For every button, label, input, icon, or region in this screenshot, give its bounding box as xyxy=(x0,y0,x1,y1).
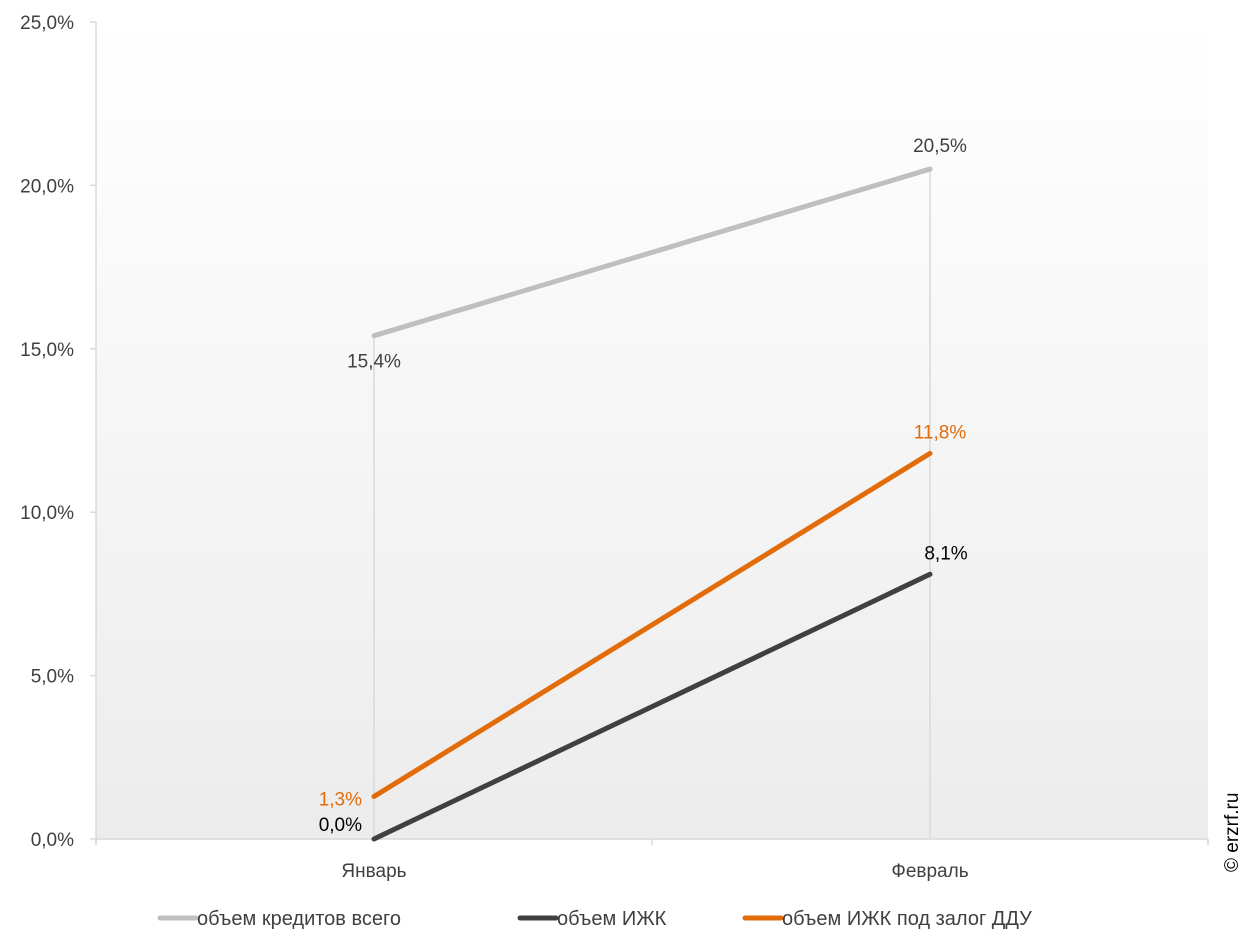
series-line xyxy=(371,166,933,339)
y-tick-label: 5,0% xyxy=(31,667,74,688)
drop-lines xyxy=(373,169,931,839)
series-line xyxy=(371,450,933,800)
series-line xyxy=(371,571,933,842)
legend: объем кредитов всего объем ИЖК объем ИЖК п… xyxy=(157,908,1032,930)
data-label: 20,5% xyxy=(913,136,967,157)
axes: 0,0% 5,0% 10,0% 15,0% 20,0% 25,0% Январь Феврал… xyxy=(20,13,1209,882)
plot-area-background xyxy=(96,22,1208,839)
watermark: © erzrf.ru xyxy=(1222,793,1243,872)
legend-label: объем ИЖК под залог ДДУ xyxy=(782,908,1032,930)
data-label: 15,4% xyxy=(347,352,401,373)
y-tick-label: 25,0% xyxy=(20,13,74,34)
legend-label: объем ИЖК xyxy=(557,908,667,930)
data-label: 8,1% xyxy=(924,543,967,564)
series-lines xyxy=(371,166,933,842)
y-tick-label: 0,0% xyxy=(31,830,74,851)
y-tick-label: 15,0% xyxy=(20,340,74,361)
data-label: 1,3% xyxy=(319,790,362,811)
data-labels: 15,4% 20,5% 0,0% 8,1% 1,3% 11,8% xyxy=(319,136,968,836)
x-tick-label: Январь xyxy=(341,861,406,882)
y-tick-label: 20,0% xyxy=(20,176,74,197)
y-tick-label: 10,0% xyxy=(20,503,74,524)
data-label: 0,0% xyxy=(319,815,362,836)
data-label: 11,8% xyxy=(914,422,967,443)
x-tick-label: Февраль xyxy=(891,861,968,882)
legend-label: объем кредитов всего xyxy=(197,908,401,930)
